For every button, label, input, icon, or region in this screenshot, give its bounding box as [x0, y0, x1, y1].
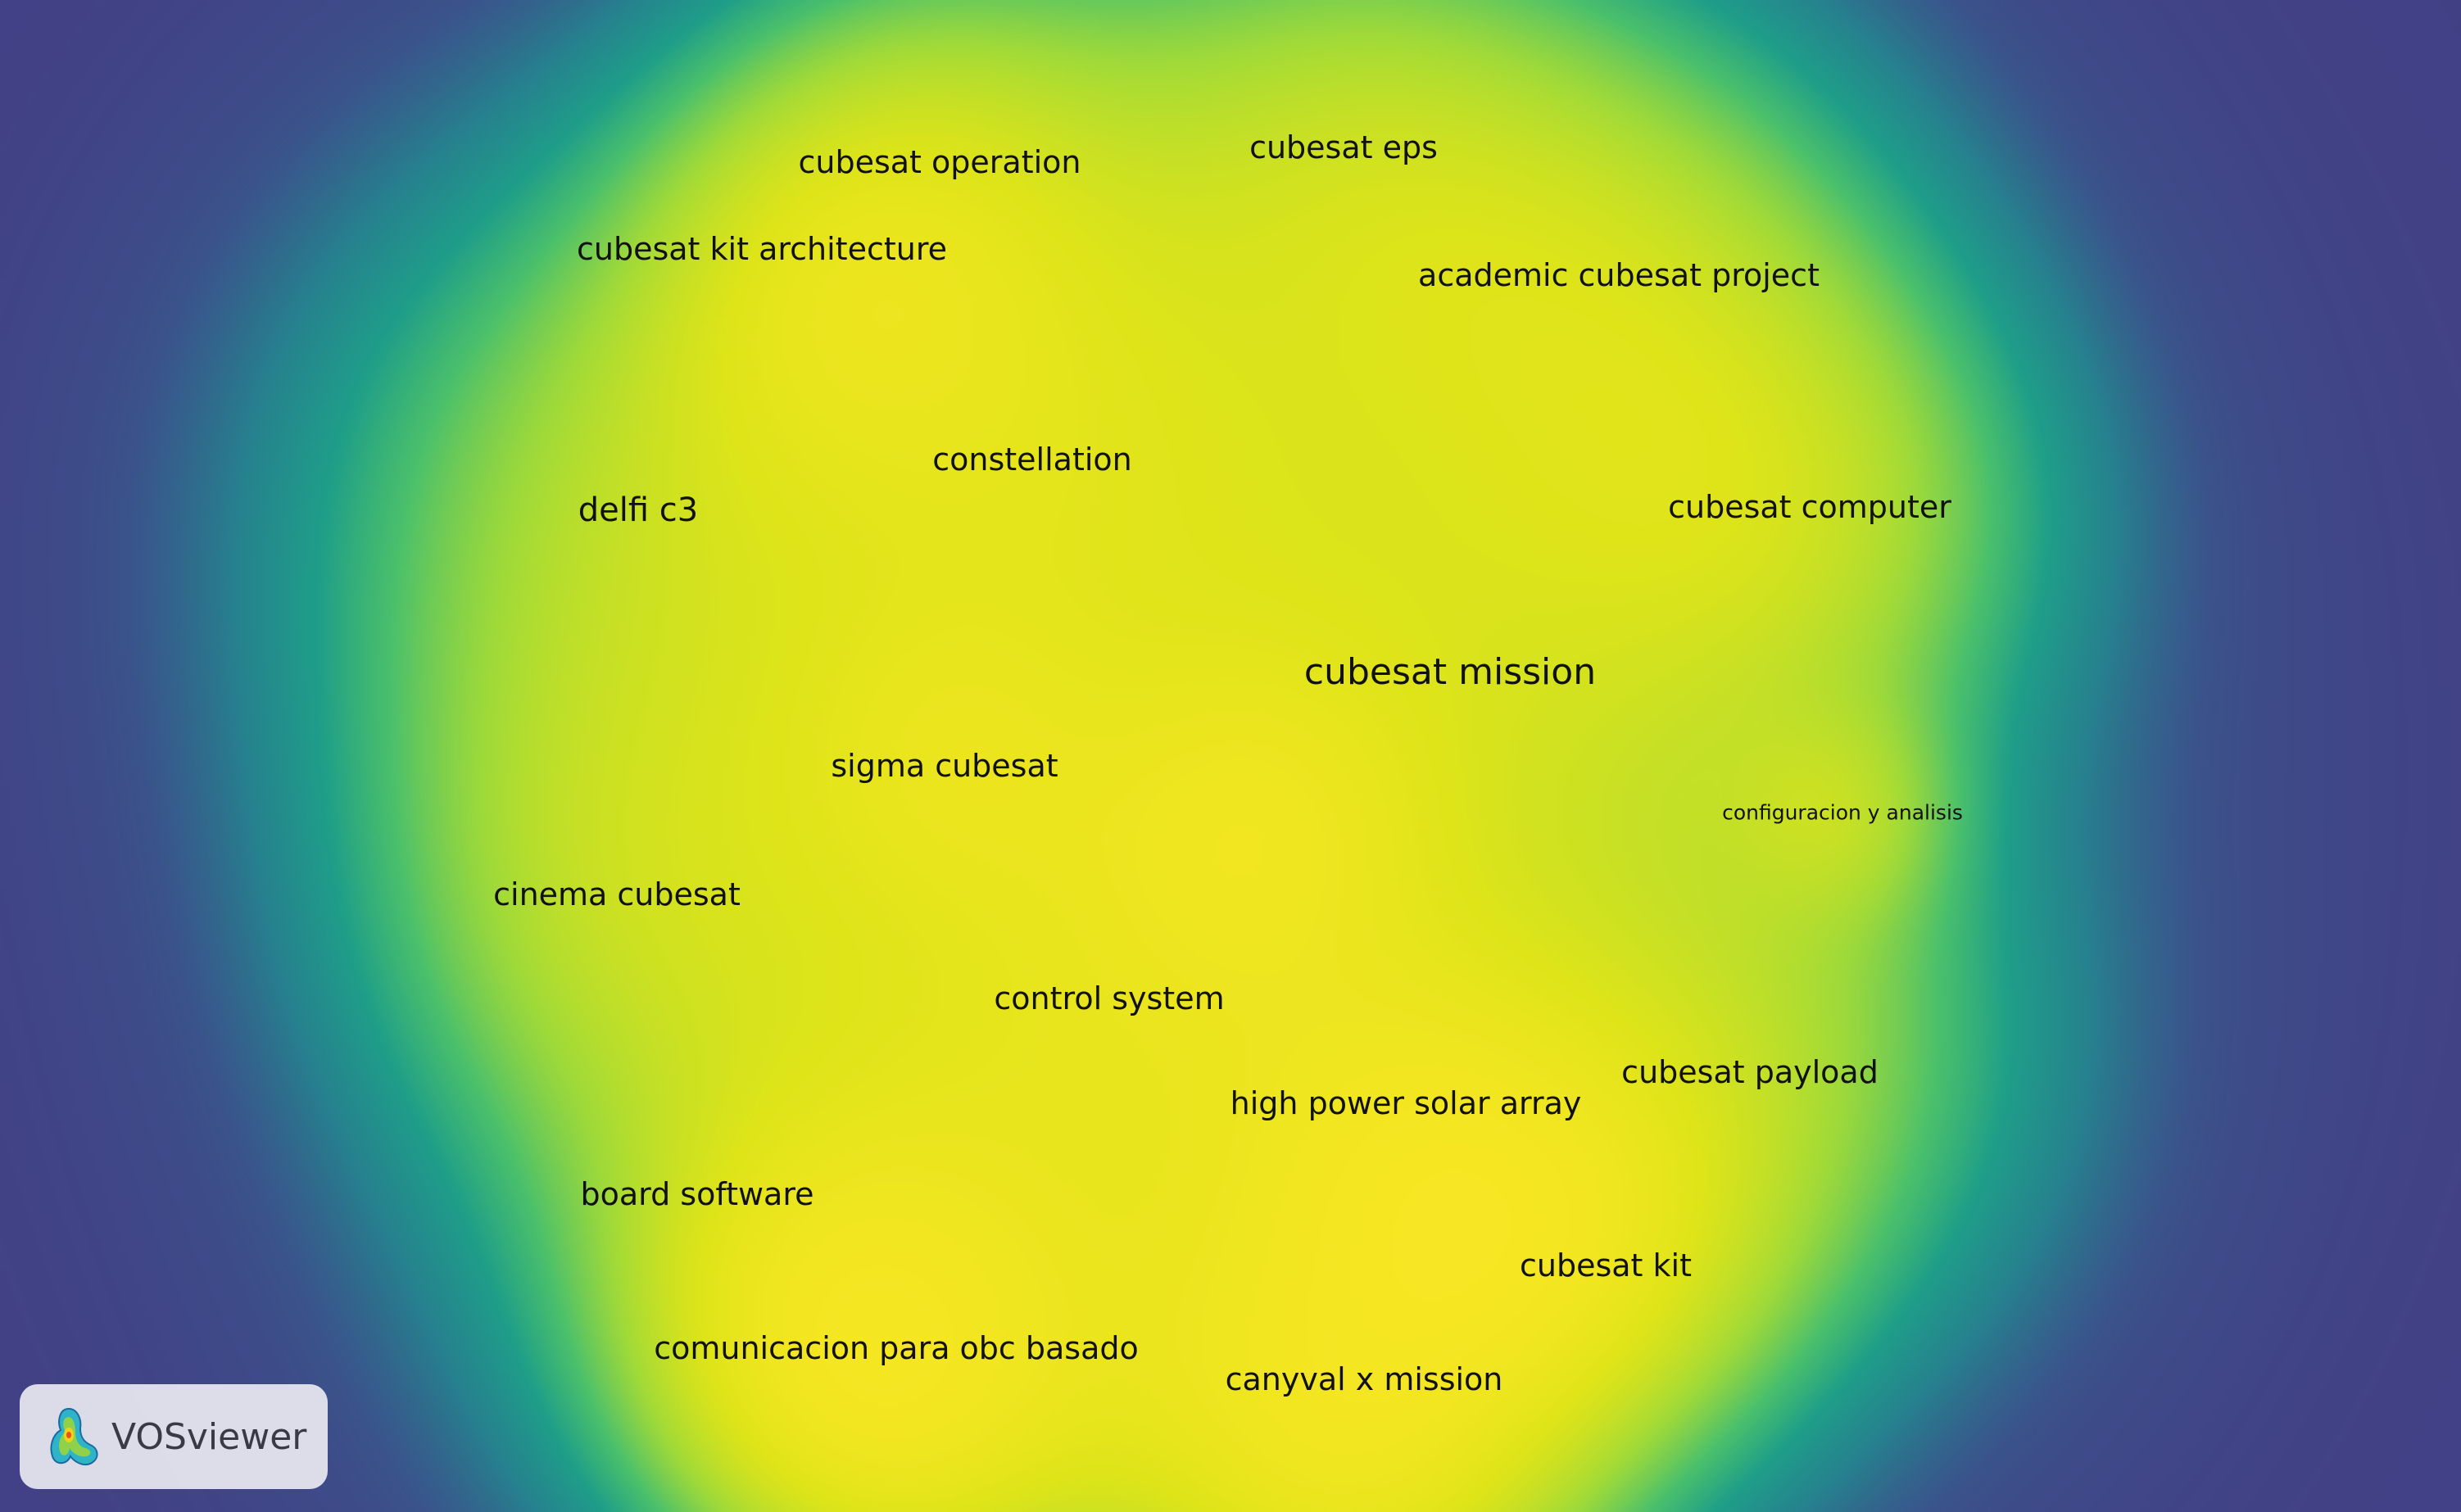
term-label-cubesat-eps[interactable]: cubesat eps	[1249, 129, 1438, 165]
term-label-cubesat-operation[interactable]: cubesat operation	[798, 144, 1081, 180]
term-label-delfi-c3[interactable]: delfi c3	[578, 491, 699, 529]
term-label-cinema-cubesat[interactable]: cinema cubesat	[493, 876, 741, 912]
term-label-cubesat-kit-architecture[interactable]: cubesat kit architecture	[576, 231, 948, 267]
vosviewer-logo-icon	[50, 1407, 98, 1466]
term-label-control-system[interactable]: control system	[994, 980, 1225, 1016]
vosviewer-logo: VOSviewer	[20, 1384, 328, 1489]
term-label-cubesat-computer[interactable]: cubesat computer	[1668, 489, 1951, 525]
term-label-board-software[interactable]: board software	[580, 1176, 814, 1212]
term-label-cubesat-payload[interactable]: cubesat payload	[1621, 1054, 1879, 1090]
term-label-canyval-x-mission[interactable]: canyval x mission	[1225, 1361, 1503, 1397]
term-label-configuracion-y-analisis[interactable]: configuracion y analisis	[1722, 800, 1963, 825]
vosviewer-logo-label: VOSviewer	[111, 1415, 307, 1458]
term-label-academic-cubesat-project[interactable]: academic cubesat project	[1418, 257, 1820, 293]
term-label-sigma-cubesat[interactable]: sigma cubesat	[831, 748, 1058, 784]
term-label-high-power-solar-array[interactable]: high power solar array	[1230, 1085, 1582, 1121]
term-label-cubesat-kit[interactable]: cubesat kit	[1519, 1247, 1693, 1283]
term-label-cubesat-mission[interactable]: cubesat mission	[1303, 651, 1597, 693]
term-label-comunicacion-para-obc-basado[interactable]: comunicacion para obc basado	[654, 1330, 1139, 1366]
term-label-constellation[interactable]: constellation	[932, 441, 1132, 478]
